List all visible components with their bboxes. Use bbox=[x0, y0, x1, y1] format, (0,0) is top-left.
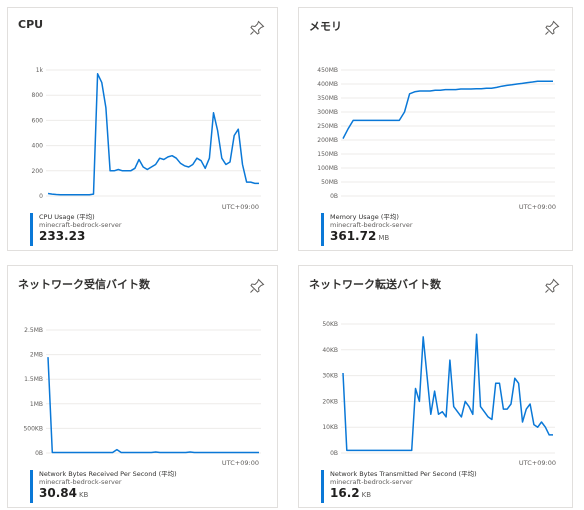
y-tick-label: 350MB bbox=[317, 95, 338, 102]
legend-metric-name: Network Bytes Received Per Second (平均) bbox=[39, 470, 177, 478]
network-out-chart: 50KB 40KB 30KB 20KB 10KB 0B bbox=[322, 321, 555, 457]
legend-metric-name: Memory Usage (平均) bbox=[330, 213, 399, 221]
y-tick-label: 150MB bbox=[317, 151, 338, 158]
y-tick-label: 450MB bbox=[317, 67, 338, 74]
timezone-label: UTC+09:00 bbox=[221, 459, 259, 467]
network-out-card[interactable]: ネットワーク転送バイト数 50KB 40KB 30KB 20KB 10KB 0B UTC+… bbox=[298, 265, 573, 508]
series-line bbox=[47, 73, 259, 196]
y-tick-label: 10KB bbox=[322, 424, 338, 431]
legend-value: 16.2 bbox=[330, 486, 360, 500]
pin-icon[interactable] bbox=[249, 278, 265, 294]
card-title: メモリ bbox=[309, 20, 342, 33]
y-tick-label: 30KB bbox=[322, 373, 338, 380]
legend-value: 361.72 bbox=[330, 229, 377, 243]
timezone-label: UTC+09:00 bbox=[518, 459, 556, 467]
legend-value: 233.23 bbox=[39, 229, 86, 243]
series-line bbox=[47, 357, 259, 454]
y-tick-label: 20KB bbox=[322, 398, 338, 405]
y-tick-label: 500KB bbox=[23, 425, 43, 432]
pin-icon[interactable] bbox=[544, 278, 560, 294]
y-tick-label: 600 bbox=[32, 117, 44, 124]
network-in-card[interactable]: ネットワーク受信バイト数 2.5MB 2MB 1.5MB 1MB 500KB 0B UTC… bbox=[7, 265, 278, 508]
y-tick-label: 50MB bbox=[321, 179, 338, 186]
y-tick-label: 40KB bbox=[322, 347, 338, 354]
cpu-chart: 1k 800 600 400 200 0 bbox=[32, 67, 261, 200]
y-tick-label: 0B bbox=[35, 450, 43, 457]
y-tick-label: 0B bbox=[330, 193, 338, 200]
y-tick-label: 2MB bbox=[30, 352, 43, 359]
memory-card[interactable]: メモリ 450MB 400MB 350MB 300MB 250MB 200MB 150MB 1… bbox=[298, 7, 573, 251]
y-tick-label: 400MB bbox=[317, 81, 338, 88]
chart-legend: Memory Usage (平均) minecraft-bedrock-serv… bbox=[321, 213, 413, 246]
series-line bbox=[342, 333, 553, 452]
legend-metric-name: CPU Usage (平均) bbox=[39, 213, 95, 221]
y-tick-label: 50KB bbox=[322, 321, 338, 328]
legend-metric-name: Network Bytes Transmitted Per Second (平均… bbox=[330, 470, 477, 478]
chart-legend: Network Bytes Transmitted Per Second (平均… bbox=[321, 470, 477, 503]
pin-icon[interactable] bbox=[249, 20, 265, 36]
legend-unit: KB bbox=[361, 491, 372, 499]
legend-resource-name: minecraft-bedrock-server bbox=[330, 478, 413, 486]
chart-legend: CPU Usage (平均) minecraft-bedrock-server … bbox=[30, 213, 122, 246]
y-tick-label: 1.5MB bbox=[24, 376, 43, 383]
memory-chart: 450MB 400MB 350MB 300MB 250MB 200MB 150MB 100MB… bbox=[317, 67, 555, 200]
timezone-label: UTC+09:00 bbox=[221, 203, 259, 211]
y-tick-label: 100MB bbox=[317, 165, 338, 172]
chart-legend: Network Bytes Received Per Second (平均) m… bbox=[30, 470, 177, 503]
series-line bbox=[342, 80, 553, 139]
timezone-label: UTC+09:00 bbox=[518, 203, 556, 211]
y-tick-label: 0 bbox=[39, 193, 43, 200]
network-in-chart: 2.5MB 2MB 1.5MB 1MB 500KB 0B bbox=[23, 327, 261, 457]
legend-unit: MB bbox=[378, 234, 390, 242]
card-title: ネットワーク転送バイト数 bbox=[309, 278, 441, 291]
y-tick-label: 1k bbox=[36, 67, 44, 74]
y-tick-label: 0B bbox=[330, 450, 338, 457]
legend-resource-name: minecraft-bedrock-server bbox=[39, 221, 122, 229]
card-title: CPU bbox=[18, 18, 44, 31]
legend-unit: KB bbox=[78, 491, 89, 499]
y-tick-label: 1MB bbox=[30, 401, 43, 408]
y-tick-label: 800 bbox=[32, 92, 44, 99]
y-tick-label: 250MB bbox=[317, 123, 338, 130]
legend-value: 30.84 bbox=[39, 486, 77, 500]
pin-icon[interactable] bbox=[544, 20, 560, 36]
y-tick-label: 200MB bbox=[317, 137, 338, 144]
legend-resource-name: minecraft-bedrock-server bbox=[330, 221, 413, 229]
cpu-card[interactable]: CPU 1k 800 600 400 200 0 UTC+09:00 CPU Usage … bbox=[7, 7, 278, 251]
card-title: ネットワーク受信バイト数 bbox=[18, 278, 150, 291]
y-tick-label: 200 bbox=[32, 168, 44, 175]
y-tick-label: 2.5MB bbox=[24, 327, 43, 334]
y-tick-label: 400 bbox=[32, 143, 44, 150]
legend-resource-name: minecraft-bedrock-server bbox=[39, 478, 122, 486]
y-tick-label: 300MB bbox=[317, 109, 338, 116]
